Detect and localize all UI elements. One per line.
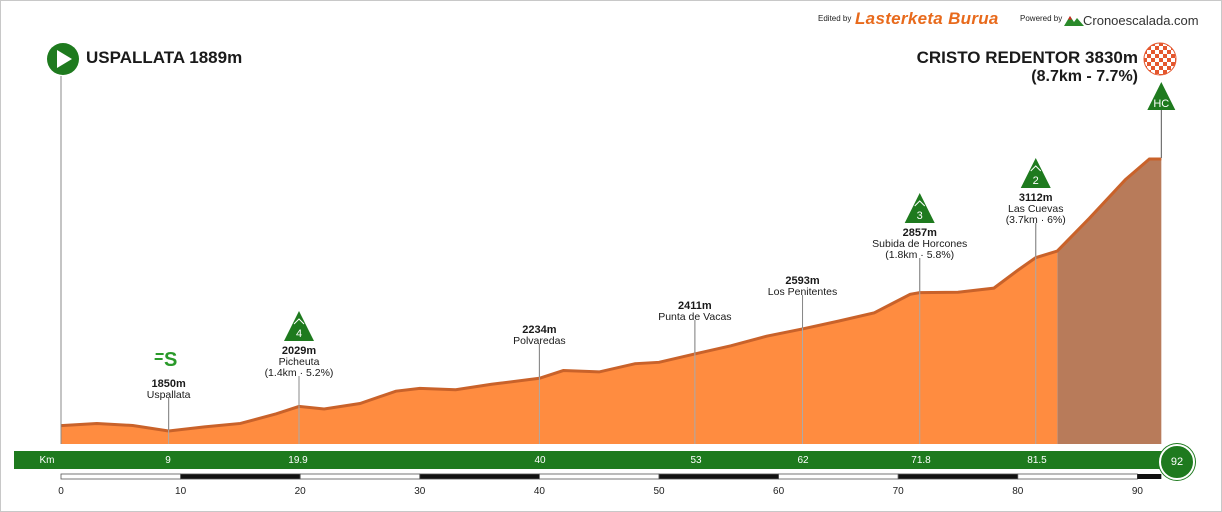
poi-detail: (1.8km · 5.8%) [885,249,954,261]
category-icon [284,311,315,341]
powered-brand: Cronoescalada.com [1083,13,1199,28]
brand-logo: Lasterketa Burua [855,9,999,28]
scale-segment [778,473,899,480]
category-label: 3 [917,210,923,222]
peak-icon [293,318,305,325]
category-icon [1020,158,1051,188]
final-climb-area [1057,158,1162,444]
km-marker: 62 [797,455,809,466]
poi-altitude: 3112m [1019,192,1053,204]
scale-segment [658,473,779,480]
category-label: 2 [1033,175,1039,187]
profile-edge [60,157,1162,433]
poi-detail: (1.4km · 5.2%) [265,367,334,379]
scale-segment [419,473,540,480]
start-flag-icon [47,43,79,75]
poi-altitude: 2234m [522,324,556,336]
km-axis-label: Km [39,455,55,466]
km-marker: 71.8 [911,455,931,466]
x-tick-label: 70 [893,486,905,497]
poi-name: Los Penitentes [768,286,837,298]
poi-name: Punta de Vacas [658,311,731,323]
finish-flag-icon [1143,42,1177,76]
x-tick-label: 20 [295,486,307,497]
poi-altitude: 2593m [785,275,819,287]
km-marker: 9 [165,455,171,466]
total-distance-badge: 92 [1159,444,1195,480]
category-label: 4 [296,328,302,340]
scale-segment [299,473,421,480]
x-tick-label: 90 [1132,486,1144,497]
poi-name: Las Cuevas [1008,203,1063,215]
sprint-icon: S [154,349,177,371]
km-marker: 40 [534,455,546,466]
poi-name: Picheuta [279,356,320,368]
scale-segment [1137,474,1162,479]
powered-by-label: Powered by [1020,14,1063,23]
poi-altitude: 2411m [678,300,712,312]
x-tick-label: 10 [175,486,187,497]
km-marker: 19.9 [288,455,308,466]
poi-name: Polvaredas [513,335,566,347]
scale-segment [180,473,301,480]
km-marker: 53 [690,455,702,466]
km-bar [14,451,1164,469]
scale-segment [60,473,181,480]
profile-area [61,250,1058,444]
poi-name: Uspallata [147,389,191,401]
finish-label: CRISTO REDENTOR 3830m [916,48,1138,67]
start-label: USPALLATA 1889m [86,48,243,67]
x-tick-label: 30 [414,486,426,497]
x-tick-label: 60 [773,486,785,497]
poi-altitude: 1850m [152,378,186,390]
peak-icon [914,200,926,207]
x-tick-label: 80 [1012,486,1024,497]
x-tick-label: 0 [58,486,64,497]
peak-icon [1030,165,1042,172]
km-marker: 81.5 [1027,455,1047,466]
scale-segment [539,473,660,480]
poi-name: Subida de Horcones [872,238,967,250]
scale-segment [1017,473,1138,480]
category-hc-icon [1147,82,1176,110]
poi-altitude: 2857m [903,227,937,239]
sprint-letter: S [164,349,177,371]
poi-detail: (3.7km · 6%) [1006,214,1066,226]
x-tick-label: 40 [534,486,546,497]
category-hc-label: HC [1153,98,1169,110]
finish-detail: (8.7km - 7.7%) [1031,68,1138,85]
x-tick-label: 50 [653,486,665,497]
edited-by-label: Edited by [818,14,852,23]
category-icon [904,193,935,223]
scale-segment [897,473,1019,480]
poi-altitude: 2029m [282,345,316,357]
mountain-logo-icon [1064,16,1084,26]
